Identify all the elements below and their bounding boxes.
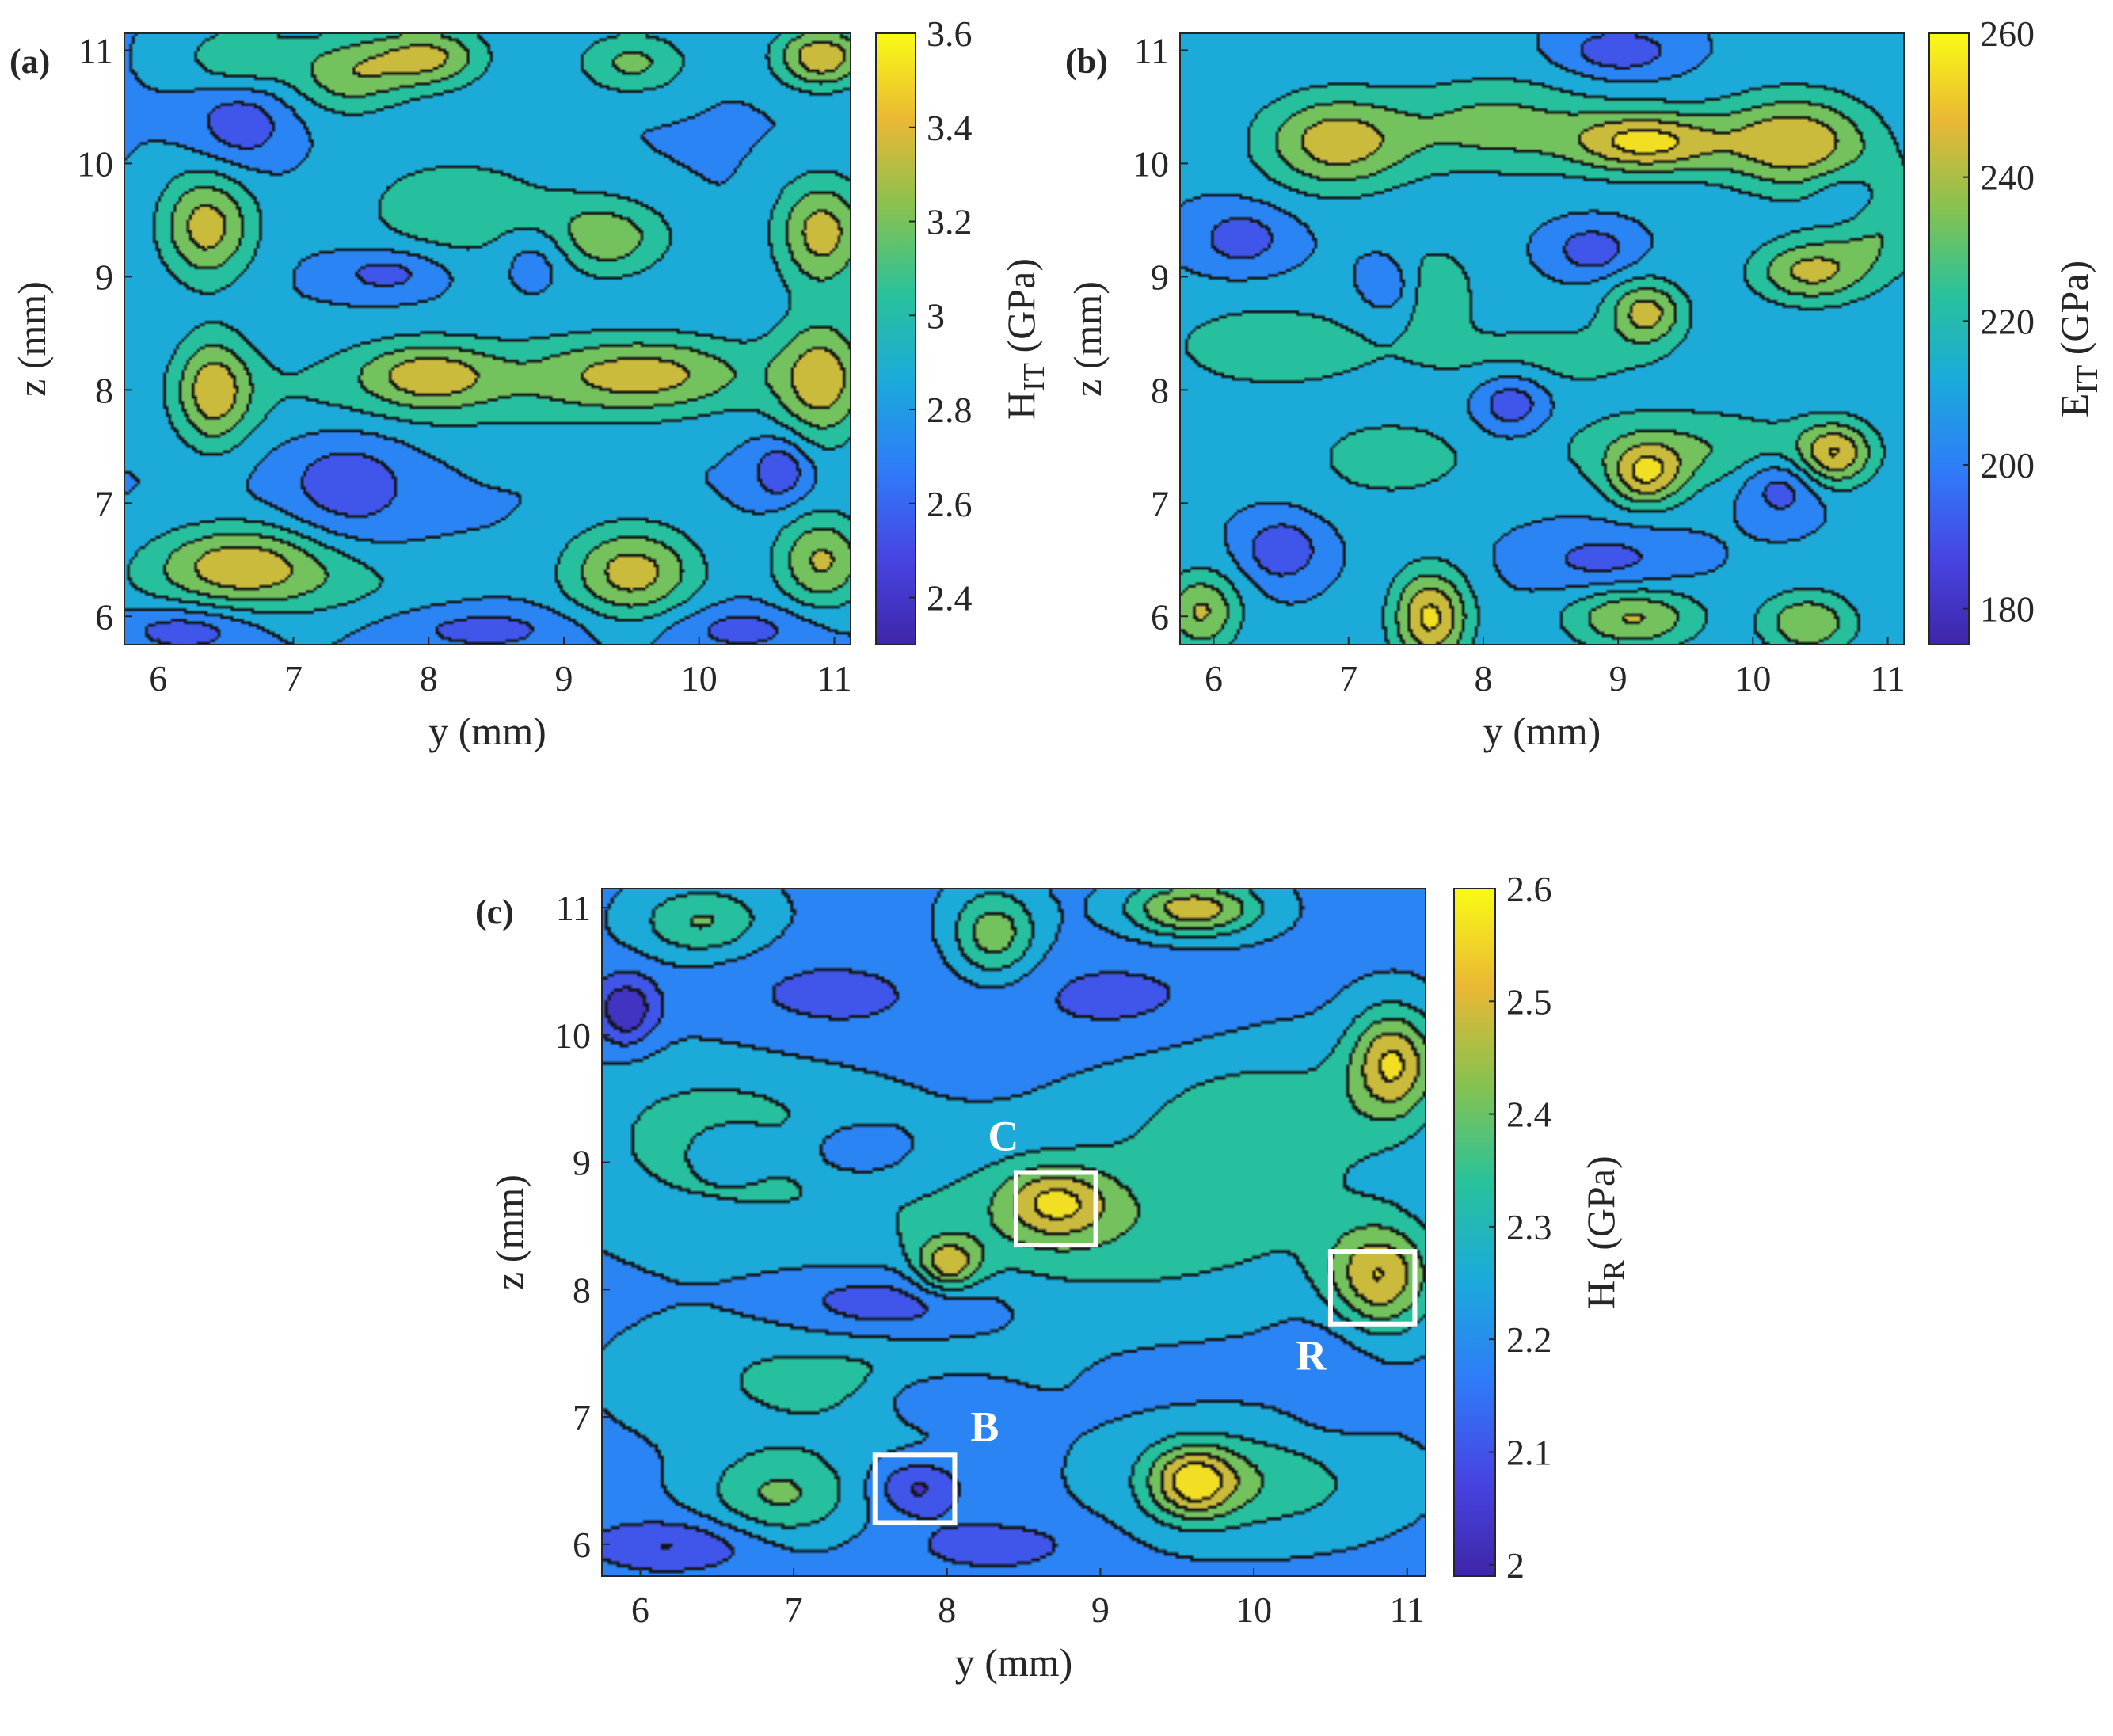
x-tick-label: 9: [1609, 658, 1628, 699]
x-tick-label: 7: [785, 1589, 803, 1630]
colorbar: [1928, 32, 1970, 645]
y-tick-label: 9: [95, 257, 113, 297]
colorbar-label-symbol: H: [999, 391, 1043, 420]
panel-c: 6 7 8 9 10 11 6 7 8 9 10 11 y (mm) z (mm) (c) 2 2.1 2.2 2.…: [475, 869, 1631, 1685]
colorbar-tick-label: 2: [1506, 1545, 1525, 1586]
plot-frame: [1179, 32, 1905, 645]
plot-frame: [124, 32, 851, 645]
x-tick-label: 8: [1474, 658, 1492, 699]
colorbar-tick-label: 2.4: [1506, 1095, 1552, 1135]
x-axis-label: y (mm): [955, 1640, 1073, 1685]
x-tick-label: 9: [1091, 1589, 1110, 1630]
colorbar-tick-label: 2.1: [1506, 1432, 1552, 1472]
x-tick-label: 11: [1870, 658, 1905, 699]
panel-label: (b): [1065, 42, 1108, 81]
y-tick-label: 10: [1133, 143, 1169, 184]
y-tick-label: 9: [573, 1143, 591, 1183]
x-tick-label: 7: [284, 658, 303, 699]
panel-a: 6 7 8 9 10 11 6 7 8 9 10 11 y (mm) z (mm) (a) 2.4 2.6 2.8…: [10, 13, 1051, 753]
x-tick-label: 10: [681, 658, 718, 699]
y-tick-label: 11: [1134, 30, 1169, 70]
colorbar-tick-label: 2.8: [927, 390, 973, 430]
x-tick-label: 10: [1235, 1589, 1272, 1630]
roi-box-c: [1013, 1170, 1098, 1248]
colorbar-tick-label: 3.2: [927, 202, 973, 242]
colorbar-label-symbol: H: [1578, 1281, 1623, 1309]
y-tick-label: 6: [573, 1525, 591, 1565]
x-axis-label: y (mm): [1483, 709, 1601, 753]
y-tick-label: 6: [95, 596, 113, 637]
colorbar: [875, 32, 916, 645]
colorbar-tick-label: 180: [1980, 589, 2035, 630]
roi-box-r: [1327, 1249, 1418, 1327]
x-tick-label: 9: [554, 658, 573, 699]
colorbar-tick-label: 3: [927, 295, 945, 336]
roi-box-b: [872, 1452, 958, 1525]
colorbar-label-subscript: R: [1597, 1260, 1631, 1281]
colorbar-label-unit: (GPa): [999, 258, 1043, 363]
colorbar-label: EIT (GPa): [2052, 261, 2104, 417]
y-axis-label: z (mm): [10, 281, 54, 397]
panel-label: (a): [10, 42, 50, 81]
colorbar-label-symbol: E: [2052, 394, 2096, 418]
y-tick-label: 8: [1151, 370, 1169, 410]
x-tick-label: 6: [149, 658, 167, 699]
colorbar-label-unit: (GPa): [2052, 261, 2096, 365]
y-tick-label: 10: [77, 143, 113, 184]
roi-label-r: R: [1296, 1332, 1327, 1380]
colorbar-tick-label: 2.4: [927, 578, 973, 619]
colorbar-tick-label: 2.5: [1506, 981, 1552, 1022]
x-tick-label: 6: [1205, 658, 1223, 699]
y-tick-label: 7: [573, 1397, 591, 1437]
y-tick-label: 9: [1151, 257, 1169, 297]
colorbar-label-subscript: IT: [2071, 365, 2104, 394]
x-tick-label: 7: [1339, 658, 1357, 699]
colorbar-label-subscript: IT: [1018, 363, 1051, 391]
x-tick-label: 8: [420, 658, 438, 699]
y-axis-label: z (mm): [1065, 281, 1110, 397]
y-tick-label: 7: [1151, 483, 1169, 523]
plot-frame: [601, 888, 1426, 1577]
x-tick-label: 11: [1390, 1589, 1425, 1630]
contour-field: [1180, 33, 1904, 645]
roi-label-b: B: [970, 1403, 999, 1450]
y-tick-label: 8: [573, 1270, 591, 1310]
contour-field: [124, 33, 851, 645]
colorbar-tick-label: 240: [1980, 158, 2035, 198]
x-tick-label: 6: [631, 1589, 649, 1630]
colorbar-tick-label: 220: [1980, 301, 2035, 341]
colorbar-tick-label: 2.2: [1506, 1319, 1552, 1360]
y-tick-label: 11: [78, 30, 113, 70]
colorbar-tick-label: 3.4: [927, 108, 973, 148]
colorbar-tick-label: 260: [1980, 13, 2035, 54]
panel-label: (c): [475, 893, 514, 931]
y-tick-label: 6: [1151, 596, 1169, 637]
colorbar-label: HIT (GPa): [999, 258, 1051, 420]
colorbar-tick-label: 200: [1980, 445, 2035, 485]
x-tick-label: 11: [817, 658, 851, 699]
y-tick-label: 7: [95, 483, 113, 523]
colorbar-label: HR (GPa): [1578, 1155, 1631, 1308]
x-tick-label: 8: [938, 1589, 956, 1630]
colorbar-tick-label: 2.6: [927, 484, 973, 524]
x-tick-label: 10: [1734, 658, 1771, 699]
colorbar-tick-label: 2.3: [1506, 1207, 1552, 1247]
y-tick-label: 10: [554, 1015, 591, 1056]
y-tick-label: 8: [95, 370, 113, 410]
colorbar-tick-label: 3.6: [927, 13, 973, 54]
colorbar-tick-label: 2.6: [1506, 869, 1552, 909]
roi-label-c: C: [988, 1112, 1018, 1159]
colorbar: [1453, 888, 1496, 1577]
y-tick-label: 11: [556, 888, 591, 928]
x-axis-label: y (mm): [428, 709, 546, 753]
colorbar-label-unit: (GPa): [1578, 1155, 1623, 1260]
panel-b: 6 7 8 9 10 11 6 7 8 9 10 11 y (mm) z (mm) (b) 180 200 220…: [1065, 13, 2104, 753]
y-axis-label: z (mm): [487, 1174, 531, 1290]
